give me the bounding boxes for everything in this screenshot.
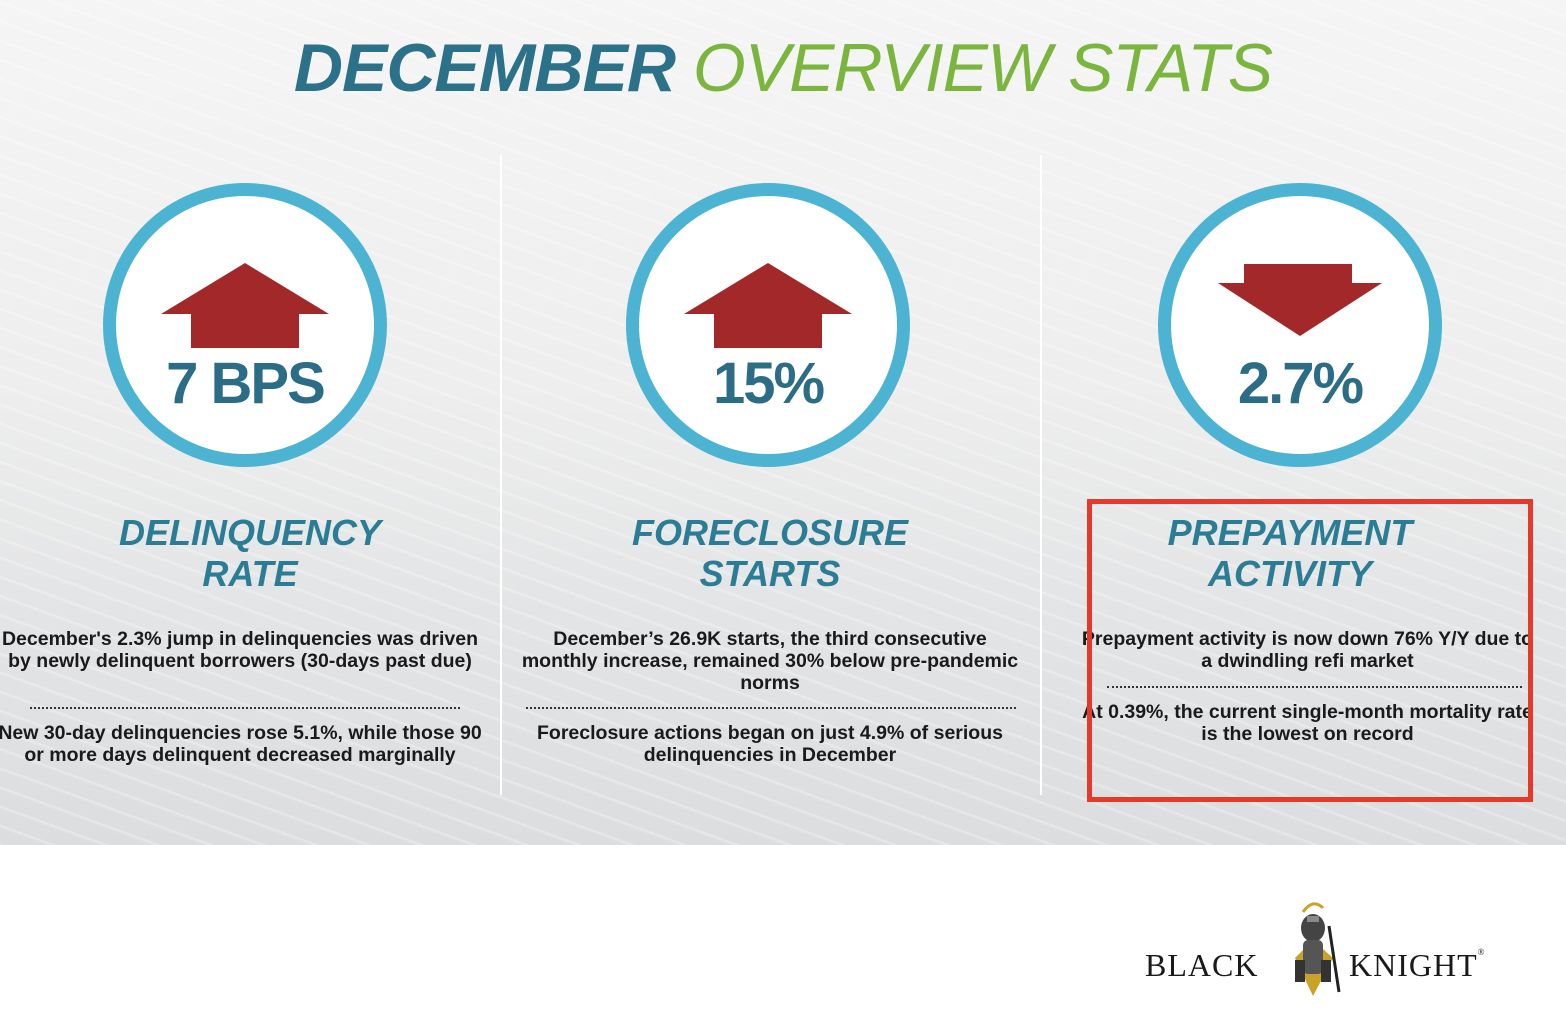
stat-value: 2.7% [1237,351,1364,416]
stat-heading: PREPAYMENT ACTIVITY [1167,512,1413,594]
stat-description: Prepayment activity is now down 76% Y/Y … [1081,628,1534,672]
stat-heading: DELINQUENCY RATE [118,512,382,594]
stat-description: December's 2.3% jump in delinquencies wa… [1,628,479,672]
up-arrow-icon [684,263,852,348]
stat-circle: 7 BPS [103,183,387,467]
stat-value: 7 BPS [166,351,326,416]
stat-detail: Foreclosure actions began on just 4.9% o… [537,722,1003,766]
stat-circle: 2.7% [1158,183,1442,467]
stat-heading: FORECLOSURE STARTS [631,512,908,594]
stat-detail: New 30-day delinquencies rose 5.1%, whil… [0,722,482,766]
stat-description: December’s 26.9K starts, the third conse… [521,628,1019,694]
down-arrow-icon [1218,264,1382,336]
highlight-box [1087,499,1533,802]
logo-text-right: KNIGHT® [1349,947,1486,983]
stat-column-delinquency: 7 BPS DELINQUENCY RATE December's 2.3% j… [0,0,500,845]
title-part2: OVERVIEW STATS [692,30,1273,106]
page-title: DECEMBER OVERVIEW STATS [0,28,1566,108]
up-arrow-icon [161,263,329,348]
dotted-separator [1107,686,1522,688]
column-divider [1040,155,1042,795]
black-knight-logo: BLACK KNIGHT® [1145,900,1505,1000]
stat-value: 15% [712,351,825,416]
knight-icon [1295,902,1341,996]
stat-circle: 15% [626,183,910,467]
column-divider [500,155,502,795]
logo-text-left: BLACK [1145,947,1259,983]
title-part1: DECEMBER [293,30,676,106]
stat-column-prepayment: 2.7% PREPAYMENT ACTIVITY Prepayment acti… [1060,0,1560,845]
stat-column-foreclosure: 15% FORECLOSURE STARTS December’s 26.9K … [520,0,1020,845]
stat-detail: At 0.39%, the current single-month morta… [1082,701,1533,745]
dotted-separator [30,707,460,709]
dotted-separator [526,707,1016,709]
